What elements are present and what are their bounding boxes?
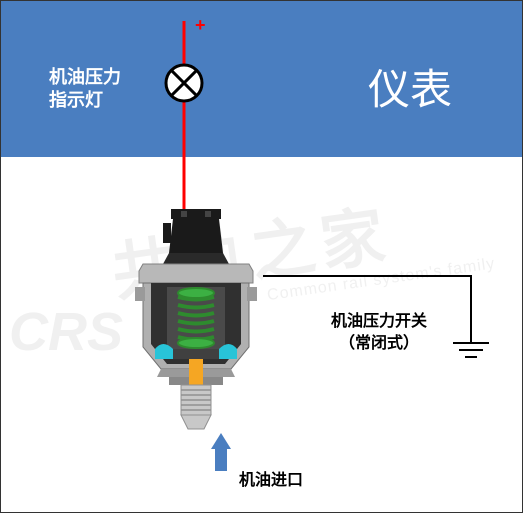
thread: [181, 385, 211, 429]
lamp-icon: [166, 65, 202, 101]
inlet-label: 机油进口: [239, 466, 303, 490]
diagram-svg: [1, 1, 523, 513]
switch-label: 机油压力开关 （常闭式）: [331, 311, 427, 356]
pressure-switch: [135, 209, 257, 429]
inlet-arrow-icon: [211, 433, 231, 471]
connector: [163, 209, 229, 264]
diagram-frame: 仪表 机油压力指示灯 共轨之家 Common rail system's fam…: [0, 0, 523, 513]
plus-label: +: [195, 15, 206, 36]
ground-icon: [453, 343, 489, 357]
